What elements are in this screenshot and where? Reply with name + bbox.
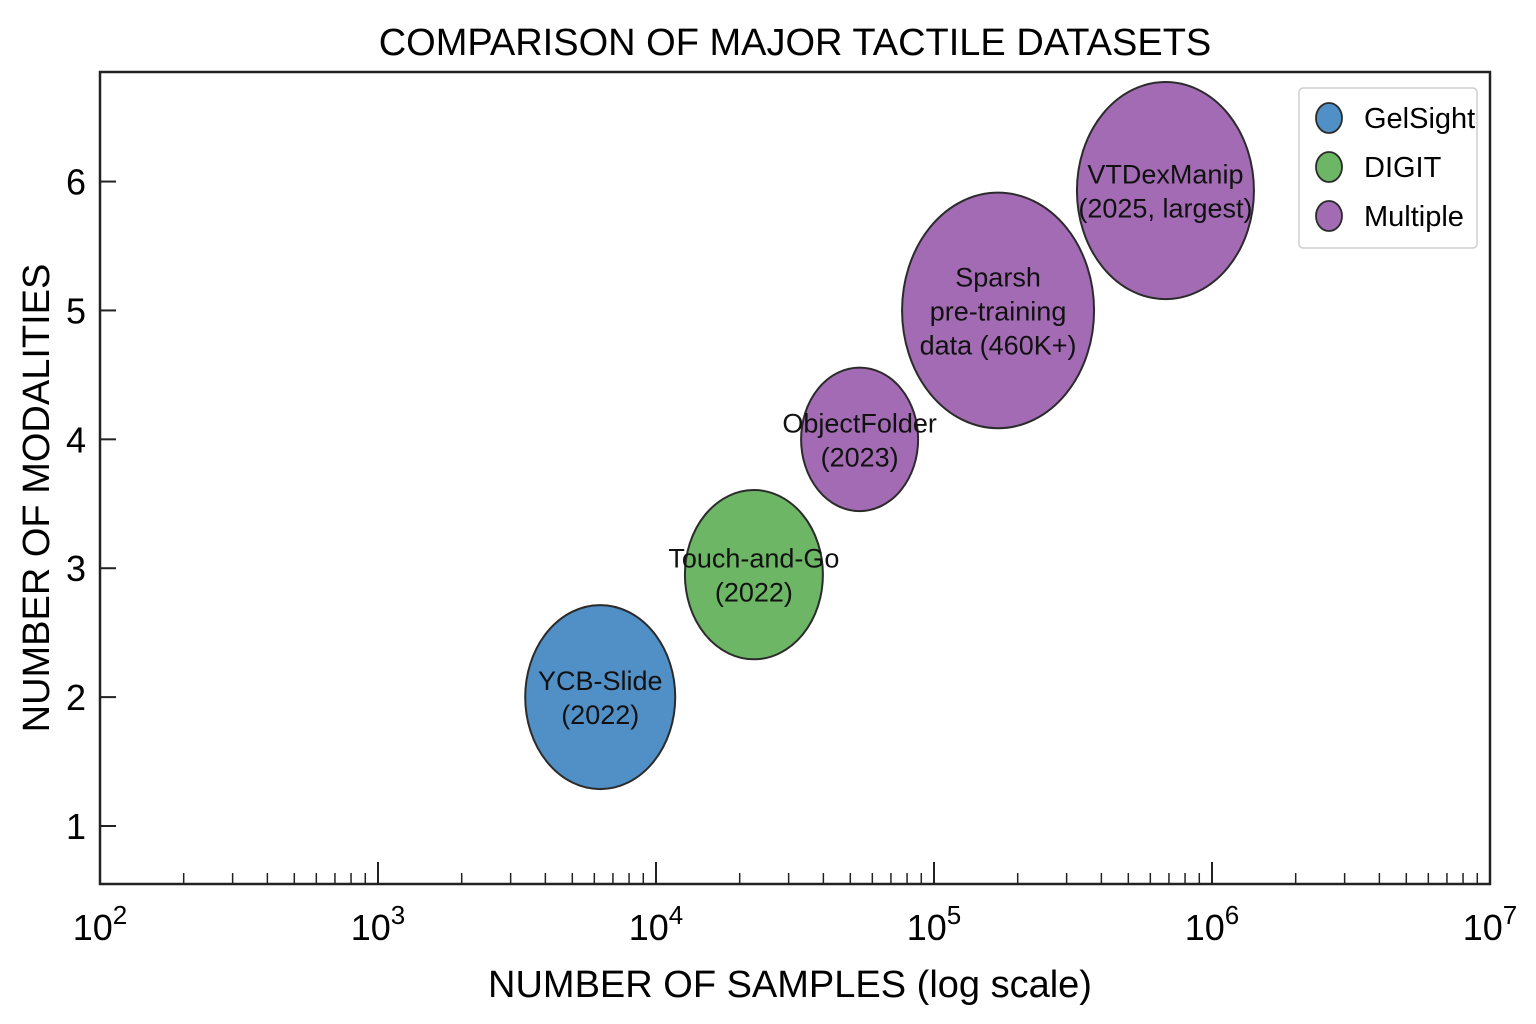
- x-axis-label: NUMBER OF SAMPLES (log scale): [488, 964, 1092, 1006]
- x-tick-exponent: 4: [669, 900, 683, 930]
- y-tick-label: 5: [66, 290, 86, 331]
- x-tick-base: 10: [1463, 907, 1503, 948]
- x-tick-exponent: 5: [947, 900, 961, 930]
- bubble-label: ObjectFolder (2023): [782, 408, 937, 472]
- legend: GelSight DIGIT Multiple: [1298, 87, 1478, 249]
- bubble-touch-and-go: [683, 489, 824, 661]
- x-tick-base: 10: [1185, 907, 1225, 948]
- y-tick-label: 1: [66, 806, 86, 847]
- bubble-sparsh: [901, 191, 1096, 430]
- legend-marker-digit: [1315, 151, 1343, 183]
- x-tick-label: 106: [1185, 900, 1240, 948]
- bubble-ycb-slide: [524, 604, 677, 791]
- x-tick-exponent: 2: [113, 900, 127, 930]
- bubble-label-line: pre-training: [930, 296, 1067, 326]
- bubbles: YCB-Slide (2022) Touch-and-Go (2022) ObjectF…: [524, 81, 1255, 791]
- bubble-label: YCB-Slide (2022): [538, 666, 663, 730]
- y-tick-label: 4: [66, 419, 86, 460]
- x-tick-label: 105: [907, 900, 962, 948]
- x-tick-exponent: 6: [1225, 900, 1239, 930]
- bubble-label: Touch-and-Go (2022): [668, 544, 839, 608]
- x-tick-base: 10: [629, 907, 669, 948]
- x-tick-label: 104: [629, 900, 684, 948]
- y-axis-label: NUMBER OF MODALITIES: [16, 264, 58, 733]
- y-tick-label: 2: [66, 677, 86, 718]
- plot-area: [98, 70, 1492, 886]
- bubble-label-line: ObjectFolder: [782, 408, 937, 438]
- x-tick-base: 10: [907, 907, 947, 948]
- legend-label: Multiple: [1364, 201, 1464, 233]
- x-tick-exponent: 3: [391, 900, 405, 930]
- plot-border: [98, 70, 1492, 886]
- x-tick-label: 102: [73, 900, 128, 948]
- bubble-label-line: Touch-and-Go: [668, 544, 839, 574]
- bubble-label-line: YCB-Slide: [538, 666, 663, 696]
- y-axis: 1 2 3 4 5 6: [66, 162, 116, 847]
- x-axis: 102 103 104 105 106 107: [73, 862, 1518, 948]
- bubble-label-line: VTDexManip: [1087, 160, 1243, 190]
- legend-label: DIGIT: [1364, 152, 1442, 184]
- chart-title: COMPARISON OF MAJOR TACTILE DATASETS: [379, 22, 1212, 64]
- bubble-label-line: data (460K+): [920, 330, 1077, 360]
- x-tick-label: 107: [1463, 900, 1518, 948]
- bubble-vtdexmanip: [1075, 81, 1255, 301]
- legend-marker-multiple: [1315, 200, 1343, 232]
- bubble-objectfolder: [800, 366, 920, 513]
- x-tick-base: 10: [73, 907, 113, 948]
- bubble-label-line: (2022): [715, 578, 793, 608]
- bubble-label: VTDexManip (2025, largest): [1078, 160, 1252, 224]
- x-tick-exponent: 7: [1503, 900, 1517, 930]
- y-tick-label: 6: [66, 162, 86, 203]
- bubble-label-line: (2022): [561, 700, 639, 730]
- bubble-label: Sparsh pre-training data (460K+): [920, 262, 1077, 360]
- bubble-label-line: Sparsh: [955, 262, 1041, 292]
- bubble-label-line: (2025, largest): [1078, 194, 1252, 224]
- legend-box: [1298, 87, 1478, 249]
- legend-marker-gelsight: [1315, 102, 1343, 134]
- x-tick-base: 10: [351, 907, 391, 948]
- bubble-label-line: (2023): [821, 442, 899, 472]
- legend-label: GelSight: [1364, 103, 1475, 135]
- x-tick-label: 103: [351, 900, 406, 948]
- y-tick-label: 3: [66, 548, 86, 589]
